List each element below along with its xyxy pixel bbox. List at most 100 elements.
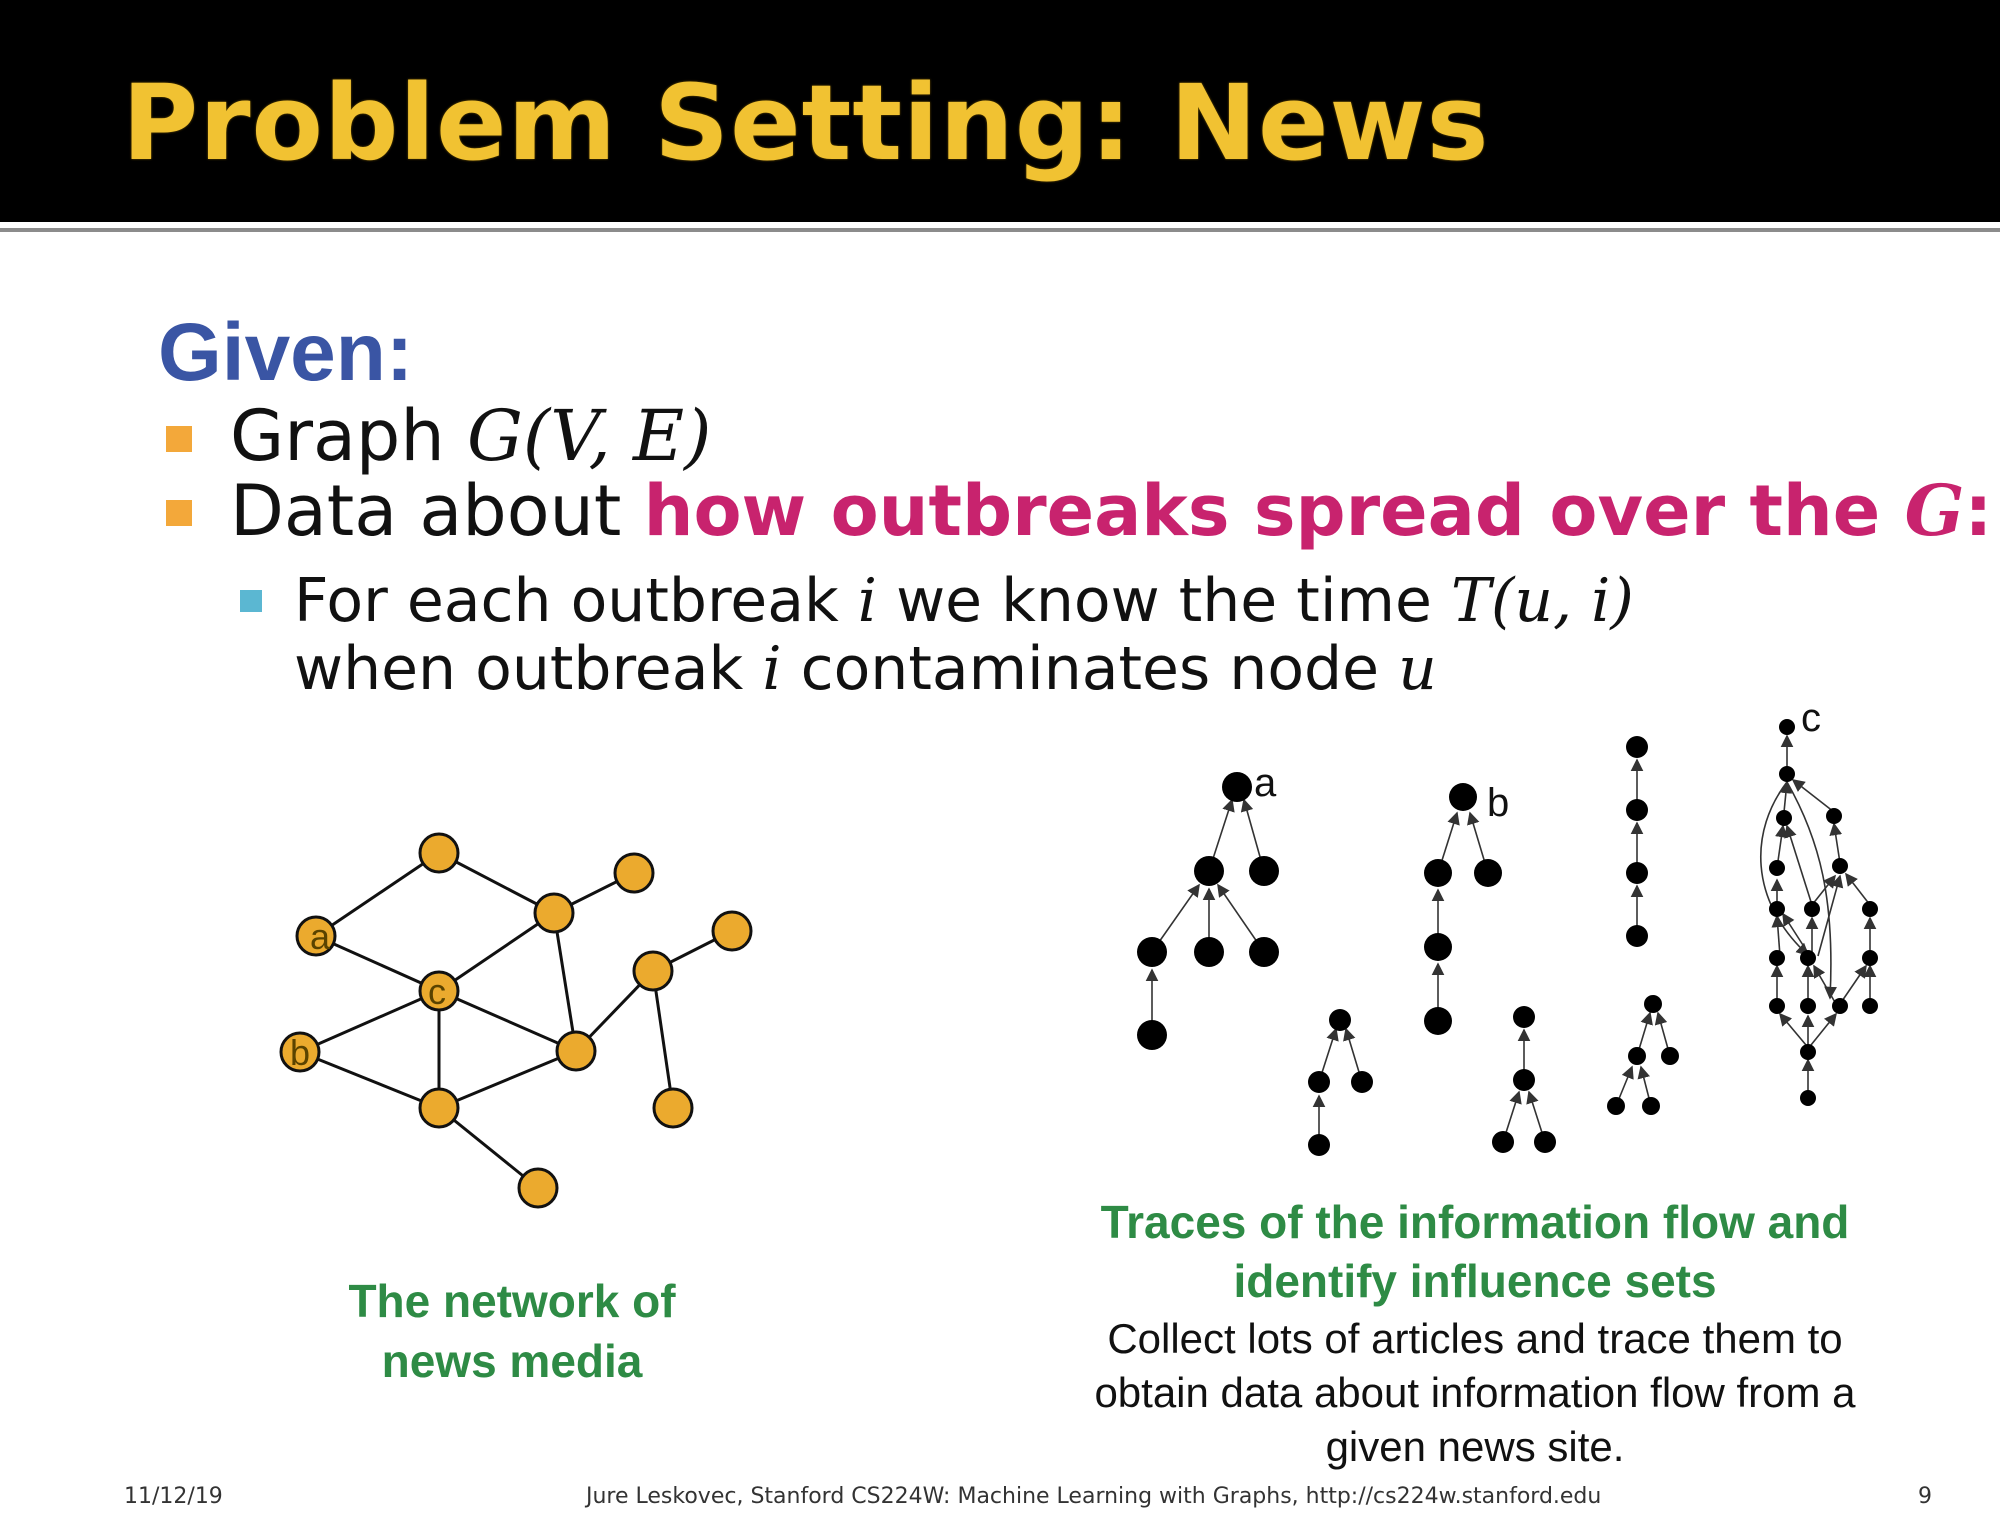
trace-node [1513,1069,1535,1091]
right-caption-body: Collect lots of articles and trace them … [1040,1312,1910,1474]
network-node [555,1030,597,1072]
network-node [533,892,575,934]
trace-node [1769,860,1785,876]
bullet-data-highlight: how outbreaks spread over the [643,470,1905,552]
right-caption-body-line3: given news site. [1325,1423,1625,1470]
network-label-b: b [290,1032,310,1073]
trace-node [1424,859,1452,887]
trace-node [1769,950,1785,966]
trace-node [1804,901,1820,917]
sub-bullet-text-4: contaminates node [781,634,1399,704]
title-divider-grey [0,228,2000,232]
bullet-graph: Graph G(V, E) [230,395,711,477]
bullet-square-icon [166,426,192,452]
trace-node [1194,856,1224,886]
title-band: Problem Setting: News [0,0,2000,222]
trace-node [1862,998,1878,1014]
left-caption: The network of news media [300,1271,724,1391]
network-node [418,832,460,874]
trace-node-c [1779,719,1795,735]
trace-node [1826,808,1842,824]
trace-node [1626,862,1648,884]
network-node [652,1087,694,1129]
trace-node [1644,995,1662,1013]
trace-node [1800,1090,1816,1106]
network-node-a [295,915,337,957]
trace-node [1474,859,1502,887]
trace-node [1424,1007,1452,1035]
bullet-data: Data about how outbreaks spread over the… [230,469,1992,552]
trace-node [1249,856,1279,886]
title-divider-white [0,222,2000,228]
trace-node [1137,937,1167,967]
sub-bullet-math-T: T(u, i) [1450,566,1634,636]
trace-node [1779,766,1795,782]
sub-bullet-line2: when outbreak i contaminates node u [294,634,1437,704]
network-node [517,1167,559,1209]
trace-node-b [1449,783,1477,811]
slide-title: Problem Setting: News [122,62,1490,184]
trace-node [1534,1131,1556,1153]
left-caption-line2: news media [381,1335,643,1387]
bullet-square-icon [166,500,192,526]
network-node [613,852,655,894]
trace-node [1492,1131,1514,1153]
trace-node [1769,998,1785,1014]
trace-node [1626,799,1648,821]
right-caption-body-line1: Collect lots of articles and trace them … [1107,1315,1843,1362]
trace-node [1862,901,1878,917]
trace-node [1308,1071,1330,1093]
sub-bullet-math-u: u [1398,634,1437,704]
left-caption-line1: The network of [348,1275,676,1327]
trace-label-b: b [1487,781,1509,825]
right-caption-title: Traces of the information flow and ident… [1040,1193,1910,1311]
sub-bullet-text-2: we know the time [877,566,1451,636]
trace-node [1642,1097,1660,1115]
sub-bullet-text-1: For each outbreak [294,566,858,636]
trace-node [1800,950,1816,966]
right-caption-body-line2: obtain data about information flow from … [1094,1369,1856,1416]
trace-label-a: a [1254,761,1277,805]
network-node [418,1087,460,1129]
network-node [711,910,753,952]
trace-node [1800,998,1816,1014]
trace-node [1776,810,1792,826]
footer-credit: Jure Leskovec, Stanford CS224W: Machine … [586,1484,1602,1509]
sub-bullet-square-icon [240,590,262,612]
trace-node-a [1222,772,1252,802]
footer-page-number: 9 [1918,1484,1932,1509]
network-node [632,950,674,992]
trace-node [1769,901,1785,917]
trace-node [1137,1020,1167,1050]
sub-bullet-line1: For each outbreak i we know the time T(u… [294,566,1634,636]
sub-bullet-text-3: when outbreak [294,634,763,704]
bullet-data-colon: : [1964,470,1993,552]
right-caption-title-line2: identify influence sets [1233,1255,1717,1307]
trace-node [1424,933,1452,961]
given-heading: Given: [158,307,414,398]
right-caption-title-line1: Traces of the information flow and [1100,1196,1850,1248]
bullet-data-text: Data about [230,470,644,552]
footer-date: 11/12/19 [124,1484,223,1509]
trace-node [1249,937,1279,967]
trace-node [1628,1047,1646,1065]
trace-node [1626,925,1648,947]
trace-node [1351,1071,1373,1093]
trace-node [1329,1009,1351,1031]
network-node-c [418,970,460,1012]
trace-node [1513,1006,1535,1028]
trace-node [1661,1047,1679,1065]
sub-bullet-math-i2: i [762,634,782,704]
trace-node [1832,998,1848,1014]
trace-node [1626,736,1648,758]
bullet-data-highlight-math: G [1904,469,1965,552]
trace-node [1862,950,1878,966]
trace-node [1308,1134,1330,1156]
network-node-b [279,1031,321,1073]
trace-node [1832,858,1848,874]
network-label-a: a [310,916,331,957]
trace-node [1607,1097,1625,1115]
bullet-graph-math: G(V, E) [466,395,712,477]
